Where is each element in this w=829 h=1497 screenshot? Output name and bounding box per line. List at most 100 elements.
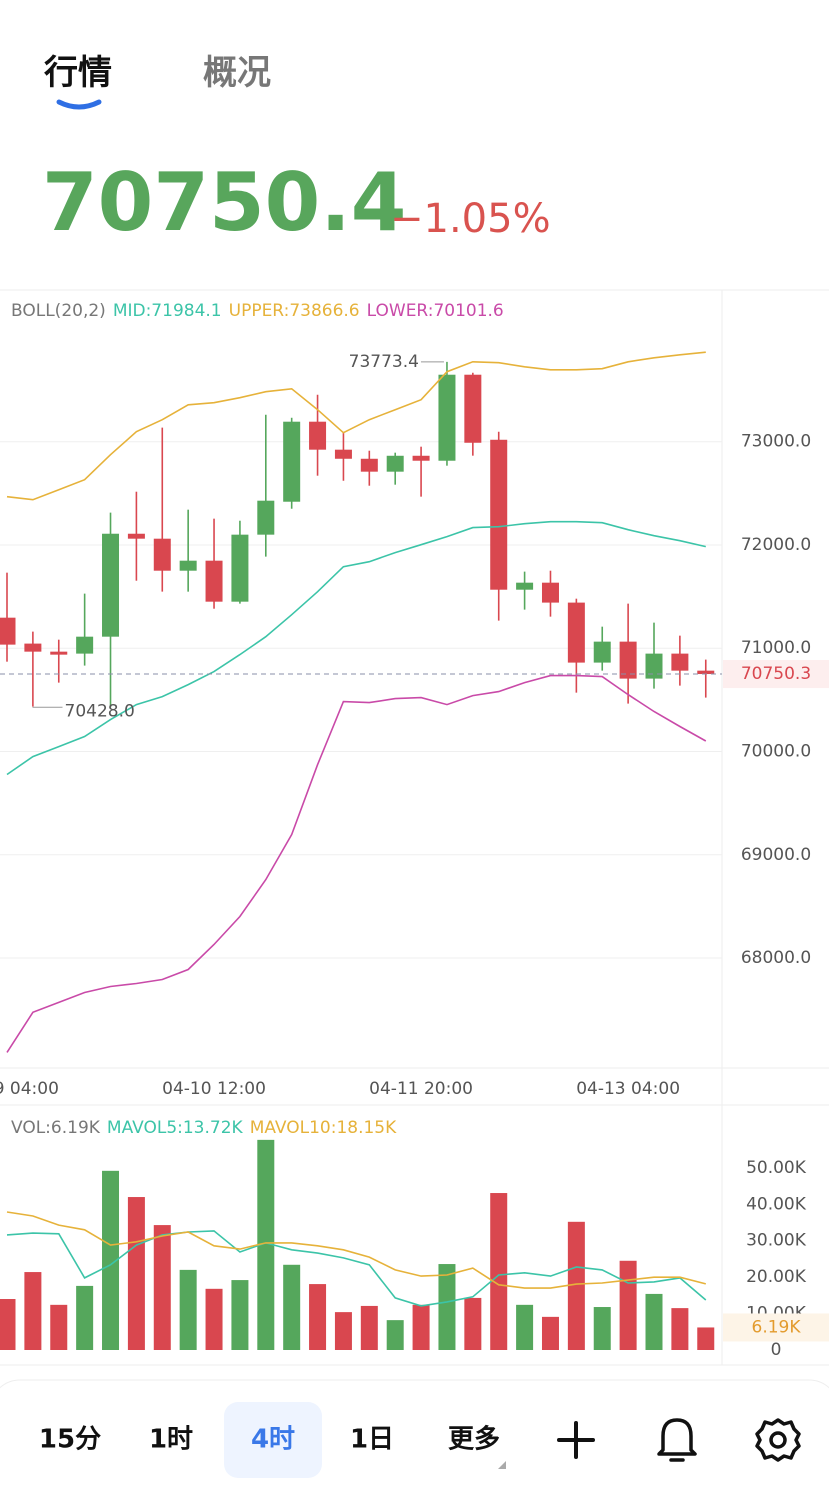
volume-bar — [697, 1327, 715, 1350]
legend-entry: MID:71984.1 — [113, 301, 222, 321]
interval-tab[interactable]: 4时 — [251, 1425, 295, 1455]
candle-body — [50, 651, 68, 655]
candle-body — [593, 641, 611, 663]
candle-body — [102, 533, 120, 637]
toolbar — [0, 1379, 829, 1497]
volume-bar — [76, 1285, 94, 1350]
y-tick-label: 70000.0 — [741, 742, 811, 762]
candle-body — [127, 533, 145, 539]
candle-body — [309, 421, 327, 450]
toolbar-items: 15分 1时 4时 1日 更多 — [39, 1402, 500, 1478]
candle-body — [205, 560, 223, 602]
tab[interactable]: 概况 — [203, 53, 271, 93]
candle-body — [24, 643, 42, 652]
volume-bar — [283, 1264, 301, 1350]
x-tick-label: 04-10 12:00 — [162, 1079, 266, 1099]
x-tick-label: 04-13 04:00 — [576, 1079, 680, 1099]
volume-bar — [231, 1280, 249, 1350]
settings-button[interactable] — [755, 1418, 801, 1462]
volume-bar — [205, 1288, 223, 1350]
price-change: −1.05% — [390, 196, 551, 242]
volume-bar — [127, 1197, 145, 1350]
volume-bar — [257, 1139, 275, 1350]
candle-body — [0, 617, 16, 645]
candle-body — [541, 582, 559, 603]
volume-bar — [438, 1264, 456, 1350]
indicator-header: BOLL(20,2) MID:71984.1 UPPER:73866.6 LOWER:… — [11, 301, 504, 321]
current-price-tag — [723, 660, 829, 689]
volume-bar — [516, 1304, 534, 1350]
volume-bar — [0, 1299, 16, 1350]
candle-body — [645, 653, 663, 679]
candle-body — [516, 582, 534, 590]
volume-bar — [153, 1225, 171, 1350]
volume-bar — [412, 1304, 430, 1350]
interval-tab[interactable]: 1日 — [350, 1425, 394, 1455]
volume-bar — [671, 1308, 689, 1350]
volume-bar — [645, 1293, 663, 1350]
legend-entry: MAVOL10:18.15K — [250, 1118, 397, 1138]
candle-body — [386, 455, 404, 472]
candle-body — [697, 670, 715, 675]
interval-tab[interactable]: 15分 — [39, 1425, 101, 1455]
volume-bar — [360, 1305, 378, 1350]
min-label: 70428.0 — [65, 701, 135, 721]
candle-body — [76, 636, 94, 654]
last-price: 70750.4 — [42, 156, 406, 249]
legend-entry: LOWER:70101.6 — [367, 301, 504, 321]
volume-bar — [102, 1170, 120, 1350]
indicator-header: VOL:6.19K MAVOL5:13.72K MAVOL10:18.15K — [11, 1118, 397, 1138]
add-button[interactable] — [557, 1421, 595, 1459]
volume-bar — [619, 1260, 637, 1350]
volume-bar — [386, 1320, 404, 1350]
y-tick-label: 0 — [771, 1340, 782, 1360]
candle-body — [671, 653, 689, 671]
y-tick-label: 20.00K — [746, 1267, 807, 1287]
volume-bar — [50, 1304, 68, 1350]
candle-body — [179, 560, 197, 571]
current-price-label: 70750.3 — [741, 664, 811, 684]
indicator-line — [6, 520, 706, 776]
volume-bar — [334, 1312, 352, 1350]
candle-body — [412, 455, 430, 461]
x-tick-label: 04-11 20:00 — [369, 1079, 473, 1099]
y-tick-label: 68000.0 — [741, 948, 811, 968]
candle-body — [231, 534, 249, 602]
candle-body — [334, 449, 352, 459]
indicator-line — [6, 1230, 707, 1307]
candle-body — [619, 641, 637, 679]
volume-bar — [179, 1269, 197, 1350]
candle-body — [567, 602, 585, 663]
candle-body — [257, 500, 275, 535]
volume-bar — [464, 1297, 482, 1350]
indicator-line — [6, 674, 707, 1053]
volume-bar — [309, 1284, 327, 1350]
candle-body — [283, 421, 301, 502]
legend-entry: MAVOL5:13.72K — [107, 1118, 244, 1138]
interval-tab[interactable]: 1时 — [149, 1425, 193, 1455]
volume-bar — [593, 1307, 611, 1350]
max-label: 73773.4 — [349, 352, 419, 372]
current-volume-label: 6.19K — [752, 1317, 802, 1337]
indicator-name: BOLL(20,2) — [11, 301, 106, 321]
candle-body — [438, 374, 456, 461]
current-volume-tag — [723, 1313, 829, 1342]
interval-tab[interactable]: 更多 — [448, 1425, 500, 1455]
x-tick-label: 04-09 04:00 — [0, 1079, 59, 1099]
candle-body — [360, 458, 378, 472]
volume-bar — [541, 1316, 559, 1350]
y-tick-label: 72000.0 — [741, 535, 811, 555]
y-tick-label: 69000.0 — [741, 845, 811, 865]
charts: 68000.0 69000.0 70000.0 71000.0 72000.0 73000… — [0, 301, 829, 1360]
y-tick-label: 50.00K — [746, 1158, 807, 1178]
indicator-line — [6, 1211, 707, 1289]
volume-bar — [567, 1221, 585, 1350]
indicator-name: VOL:6.19K — [11, 1118, 101, 1138]
y-tick-label: 71000.0 — [741, 638, 811, 658]
y-tick-label: 30.00K — [746, 1231, 807, 1251]
volume-bar — [24, 1272, 42, 1350]
alert-button[interactable] — [657, 1418, 697, 1462]
y-tick-label: 73000.0 — [741, 432, 811, 452]
tab[interactable]: 行情 — [44, 53, 112, 93]
indicator-line — [6, 351, 706, 501]
